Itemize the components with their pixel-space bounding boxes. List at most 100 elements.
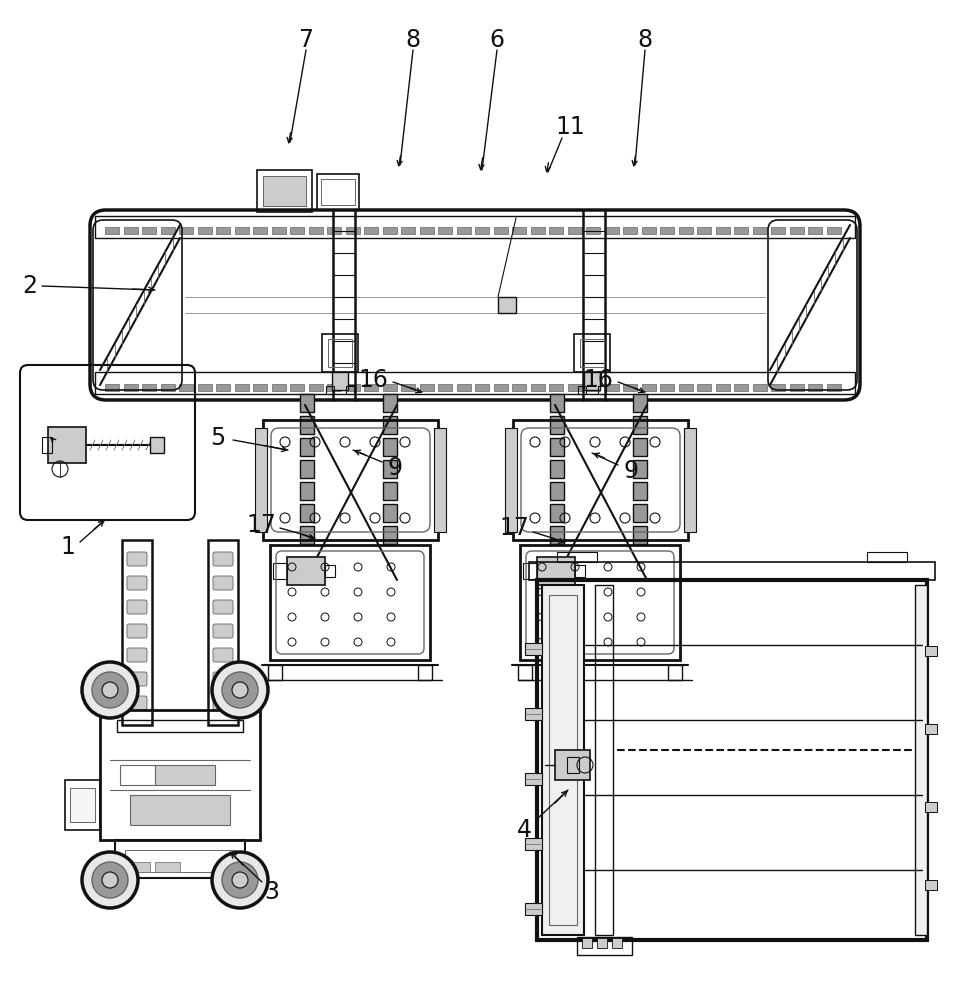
- Text: 8: 8: [637, 28, 653, 52]
- Text: 2: 2: [23, 274, 37, 298]
- Bar: [123, 384, 138, 391]
- Bar: [623, 384, 637, 391]
- Bar: [925, 802, 937, 812]
- Bar: [197, 227, 211, 234]
- Bar: [623, 227, 637, 234]
- Bar: [273, 563, 287, 579]
- Text: 4: 4: [517, 818, 531, 842]
- Text: 17: 17: [499, 516, 529, 540]
- Bar: [456, 227, 471, 234]
- Bar: [272, 227, 285, 234]
- Bar: [605, 384, 618, 391]
- Bar: [197, 384, 211, 391]
- Bar: [549, 595, 577, 925]
- Bar: [752, 227, 767, 234]
- Bar: [633, 482, 647, 500]
- Bar: [383, 504, 397, 522]
- Bar: [161, 227, 174, 234]
- Bar: [142, 384, 156, 391]
- FancyBboxPatch shape: [213, 552, 233, 566]
- Bar: [125, 850, 235, 872]
- Bar: [584, 372, 600, 390]
- Bar: [142, 227, 156, 234]
- Bar: [574, 334, 610, 372]
- Bar: [633, 460, 647, 478]
- Bar: [808, 384, 822, 391]
- Text: 16: 16: [358, 368, 388, 392]
- Bar: [494, 227, 507, 234]
- Bar: [308, 384, 323, 391]
- Circle shape: [232, 872, 248, 888]
- Bar: [308, 227, 323, 234]
- Bar: [383, 460, 397, 478]
- Bar: [438, 384, 452, 391]
- Bar: [317, 174, 359, 210]
- Bar: [641, 384, 656, 391]
- Bar: [321, 179, 355, 205]
- Text: 3: 3: [264, 880, 279, 904]
- Bar: [383, 384, 396, 391]
- FancyBboxPatch shape: [127, 672, 147, 686]
- Bar: [555, 750, 590, 780]
- Bar: [419, 227, 434, 234]
- FancyBboxPatch shape: [127, 576, 147, 590]
- Text: 9: 9: [624, 459, 638, 483]
- Bar: [734, 227, 748, 234]
- Bar: [557, 552, 597, 562]
- Bar: [550, 416, 564, 434]
- Bar: [48, 427, 86, 463]
- Bar: [575, 565, 585, 577]
- Bar: [115, 840, 245, 878]
- Bar: [550, 526, 564, 544]
- Bar: [518, 665, 532, 680]
- Bar: [679, 227, 693, 234]
- Text: 8: 8: [406, 28, 420, 52]
- Bar: [300, 460, 314, 478]
- Bar: [263, 176, 306, 206]
- Circle shape: [222, 862, 258, 898]
- Bar: [434, 428, 446, 532]
- Text: 1: 1: [60, 535, 76, 559]
- Bar: [179, 227, 193, 234]
- Bar: [580, 339, 604, 367]
- Bar: [512, 227, 526, 234]
- Bar: [300, 482, 314, 500]
- Bar: [549, 227, 563, 234]
- Bar: [95, 216, 855, 238]
- FancyBboxPatch shape: [127, 600, 147, 614]
- Bar: [475, 227, 489, 234]
- Bar: [586, 227, 600, 234]
- Bar: [346, 386, 354, 394]
- Circle shape: [102, 872, 118, 888]
- Bar: [605, 227, 618, 234]
- Circle shape: [82, 852, 138, 908]
- Bar: [633, 504, 647, 522]
- Bar: [498, 297, 516, 313]
- Bar: [633, 394, 647, 412]
- Bar: [598, 386, 606, 394]
- Bar: [660, 227, 674, 234]
- Bar: [641, 227, 656, 234]
- Bar: [300, 526, 314, 544]
- Bar: [272, 384, 285, 391]
- Bar: [208, 540, 238, 725]
- Bar: [550, 460, 564, 478]
- Bar: [697, 384, 711, 391]
- Bar: [660, 384, 674, 391]
- Bar: [771, 384, 785, 391]
- Bar: [327, 384, 341, 391]
- FancyBboxPatch shape: [127, 552, 147, 566]
- Bar: [925, 880, 937, 890]
- Bar: [150, 437, 164, 453]
- Bar: [633, 416, 647, 434]
- Text: 5: 5: [211, 426, 226, 450]
- Bar: [586, 384, 600, 391]
- Circle shape: [82, 662, 138, 718]
- Bar: [255, 428, 267, 532]
- Bar: [633, 438, 647, 456]
- Bar: [179, 384, 193, 391]
- Bar: [790, 384, 804, 391]
- Bar: [529, 562, 935, 580]
- Bar: [925, 646, 937, 656]
- Bar: [525, 643, 542, 655]
